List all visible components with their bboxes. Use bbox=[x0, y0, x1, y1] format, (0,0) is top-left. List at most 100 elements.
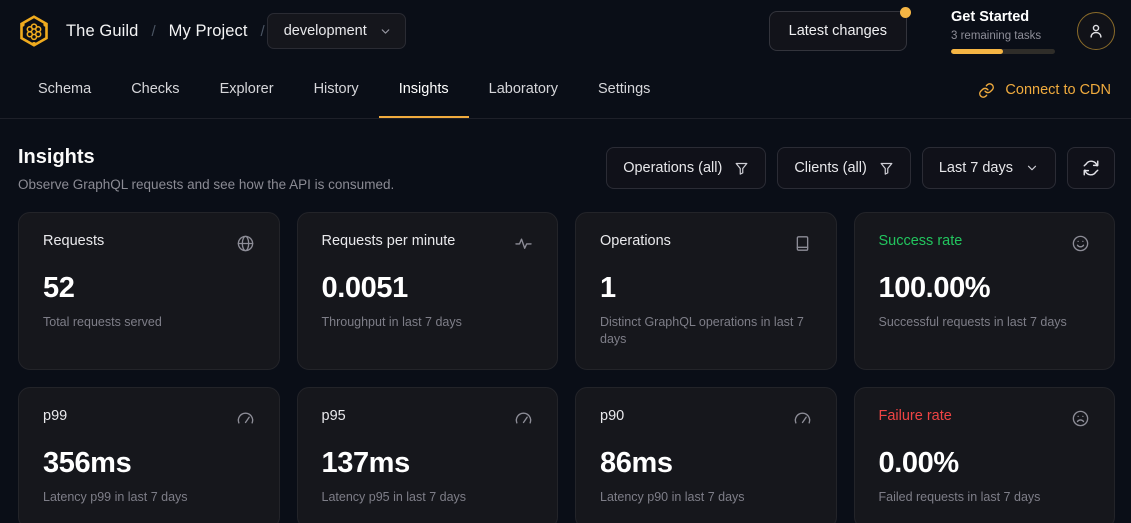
metric-card-description: Throughput in last 7 days bbox=[321, 315, 462, 330]
globe-icon bbox=[237, 235, 253, 252]
metric-card-label: Operations bbox=[600, 233, 671, 249]
metric-card: Failure rate 0.00% Failed requests in last… bbox=[853, 386, 1115, 523]
primary-navigation-bar: Schema Checks Explorer History Insights Labor… bbox=[0, 62, 1131, 119]
nav-tab-history[interactable]: History bbox=[294, 62, 379, 118]
metric-card-icon bbox=[793, 234, 812, 258]
notification-dot-icon bbox=[900, 7, 911, 18]
metric-card-description: Failed requests in last 7 days bbox=[878, 490, 1041, 505]
metric-card-header: p90 bbox=[600, 408, 812, 433]
metric-card-value: 0.00% bbox=[878, 446, 960, 479]
metric-card-description: Latency p95 in last 7 days bbox=[321, 490, 467, 505]
chevron-down-icon bbox=[1027, 165, 1037, 171]
metric-card-label: p99 bbox=[43, 407, 68, 424]
filter-funnel-icon bbox=[880, 162, 893, 175]
metric-card-description: Successful requests in last 7 days bbox=[878, 315, 1067, 330]
filter-toolbar: Operations (all) Clients (all) Last 7 da… bbox=[606, 147, 1115, 189]
metric-card-icon bbox=[514, 234, 533, 258]
metric-card-description: Latency p90 in last 7 days bbox=[600, 490, 745, 505]
nav-tabs: Schema Checks Explorer History Insights Labor… bbox=[18, 62, 670, 118]
nav-tab-label: Settings bbox=[598, 81, 651, 97]
date-range-filter-label: Last 7 days bbox=[938, 160, 1013, 176]
metric-card-icon bbox=[1071, 409, 1090, 433]
environment-select-value: development bbox=[283, 23, 367, 39]
get-started-progress-fill bbox=[951, 48, 1003, 54]
metric-card-icon bbox=[1071, 234, 1090, 258]
insights-metric-grid: Requests 52 Total requests served Requests … bbox=[0, 192, 1131, 523]
connect-to-cdn-link[interactable]: Connect to CDN bbox=[978, 62, 1115, 118]
nav-tab-settings[interactable]: Settings bbox=[578, 62, 670, 118]
nav-tab-laboratory[interactable]: Laboratory bbox=[469, 62, 578, 118]
metric-card-label: p95 bbox=[321, 407, 346, 424]
nav-tab-explorer[interactable]: Explorer bbox=[200, 62, 294, 118]
metric-card: Requests per minute 0.0051 Throughput in l… bbox=[296, 212, 558, 370]
nav-tab-schema[interactable]: Schema bbox=[18, 62, 111, 118]
metric-card-icon bbox=[236, 234, 255, 258]
metric-card-value: 100.00% bbox=[878, 272, 991, 304]
gauge-icon bbox=[515, 412, 532, 424]
metric-card: p99 356ms Latency p99 in last 7 days bbox=[18, 386, 280, 523]
metric-card-header: Requests per minute bbox=[322, 233, 534, 258]
nav-tab-label: Insights bbox=[398, 81, 449, 97]
nav-tab-label: Explorer bbox=[219, 81, 274, 97]
metric-card-header: Operations bbox=[600, 233, 812, 258]
get-started-subtitle: 3 remaining tasks bbox=[951, 29, 1042, 42]
latest-changes-button[interactable]: Latest changes bbox=[768, 7, 911, 51]
nav-tab-label: History bbox=[313, 81, 359, 97]
refresh-icon bbox=[1083, 160, 1099, 176]
metric-card: p95 137ms Latency p95 in last 7 days bbox=[296, 386, 558, 523]
user-icon bbox=[1090, 24, 1102, 38]
chevron-down-icon bbox=[381, 28, 390, 34]
page-subtitle: Observe GraphQL requests and see how the… bbox=[18, 177, 395, 192]
nav-tab-label: Laboratory bbox=[488, 81, 558, 97]
gauge-icon bbox=[237, 412, 253, 424]
guild-hexagon-logo-icon[interactable] bbox=[18, 15, 50, 47]
clients-filter-label: Clients (all) bbox=[794, 160, 867, 176]
get-started-progress-track bbox=[951, 48, 1055, 54]
metric-card-header: p95 bbox=[322, 408, 534, 433]
latest-changes-label: Latest changes bbox=[788, 23, 887, 39]
get-started-widget[interactable]: Get Started 3 remaining tasks bbox=[951, 8, 1055, 54]
metric-card-header: Success rate bbox=[879, 233, 1091, 258]
breadcrumb-org[interactable]: The Guild bbox=[66, 21, 139, 40]
filter-funnel-icon bbox=[735, 162, 748, 175]
page-title: Insights bbox=[18, 146, 95, 168]
book-icon bbox=[796, 236, 808, 251]
breadcrumb-separator-1: / bbox=[151, 22, 156, 40]
metric-card-icon bbox=[236, 409, 255, 433]
metric-card-icon bbox=[793, 409, 812, 433]
frown-icon bbox=[1072, 410, 1089, 427]
environment-select[interactable]: development bbox=[266, 13, 406, 49]
metric-card-label: Requests per minute bbox=[321, 233, 456, 249]
activity-pulse-icon bbox=[515, 238, 532, 249]
metric-card-label: Success rate bbox=[878, 233, 963, 249]
operations-filter-button[interactable]: Operations (all) bbox=[606, 147, 767, 189]
nav-tab-label: Checks bbox=[131, 81, 180, 97]
metric-card-value: 0.0051 bbox=[321, 272, 409, 304]
link-icon bbox=[979, 82, 995, 98]
refresh-button[interactable] bbox=[1067, 147, 1115, 189]
page-header-text: Insights Observe GraphQL requests and se… bbox=[18, 145, 394, 192]
date-range-filter-button[interactable]: Last 7 days bbox=[921, 147, 1056, 189]
nav-tab-insights[interactable]: Insights bbox=[378, 62, 469, 118]
metric-card-header: Requests bbox=[43, 233, 255, 258]
breadcrumb-separator-2: / bbox=[260, 22, 265, 40]
breadcrumb-project[interactable]: My Project bbox=[168, 21, 248, 40]
gauge-icon bbox=[794, 412, 810, 424]
operations-filter-label: Operations (all) bbox=[623, 160, 723, 176]
metric-card-value: 86ms bbox=[600, 446, 673, 479]
metric-card: Success rate 100.00% Successful requests i… bbox=[853, 212, 1115, 370]
metric-card: p90 86ms Latency p90 in last 7 days bbox=[575, 386, 837, 523]
metric-card-value: 1 bbox=[600, 272, 616, 304]
metric-card-value: 52 bbox=[43, 272, 75, 304]
metric-card-label: Requests bbox=[43, 233, 105, 249]
metric-card-description: Latency p99 in last 7 days bbox=[43, 490, 188, 505]
nav-tab-label: Schema bbox=[38, 81, 92, 97]
page-header: Insights Observe GraphQL requests and se… bbox=[0, 119, 1131, 192]
nav-tab-checks[interactable]: Checks bbox=[111, 62, 199, 118]
smile-icon bbox=[1072, 235, 1089, 252]
clients-filter-button[interactable]: Clients (all) bbox=[777, 147, 911, 189]
metric-card-label: Failure rate bbox=[878, 407, 952, 424]
metric-card: Requests 52 Total requests served bbox=[18, 212, 280, 370]
avatar[interactable] bbox=[1077, 12, 1115, 50]
metric-card-value: 356ms bbox=[43, 446, 132, 479]
